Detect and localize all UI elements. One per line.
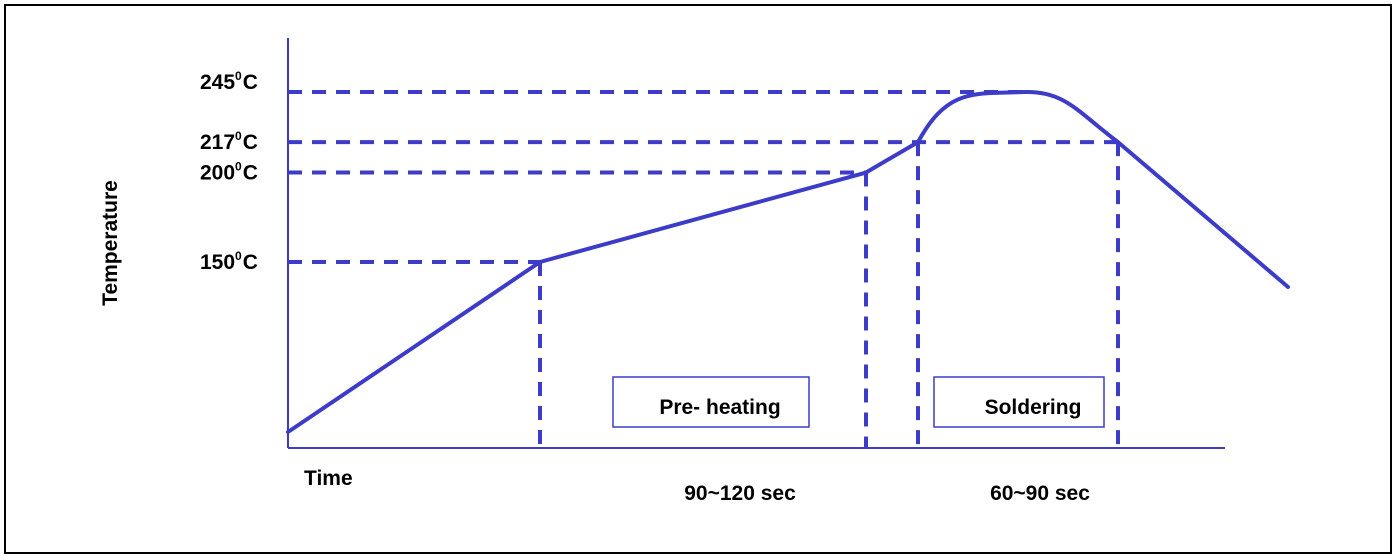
soldering-box	[933, 376, 1105, 428]
preheat-duration: 90~120 sec	[684, 482, 796, 505]
chart-frame	[4, 4, 1392, 554]
temperature-profile-line	[286, 89, 1290, 434]
y-tick-labels: 1500C 2000C 2170C 2450C	[200, 69, 258, 274]
soldering-label: Soldering	[985, 396, 1082, 419]
y-tick-label-200: 2000C	[200, 160, 258, 185]
y-tick-label-217: 2170C	[200, 129, 258, 154]
y-axis-title: Temperature	[99, 180, 122, 306]
horizontal-guides	[288, 90, 1118, 264]
preheat-box	[612, 376, 810, 428]
preheat-label: Pre- heating	[659, 396, 780, 419]
y-tick-label-150: 1500C	[200, 249, 258, 274]
x-axis-title: Time	[304, 467, 353, 490]
vertical-guides	[538, 142, 1120, 448]
y-tick-label-245: 2450C	[200, 69, 258, 94]
soldering-duration: 60~90 sec	[990, 482, 1090, 505]
